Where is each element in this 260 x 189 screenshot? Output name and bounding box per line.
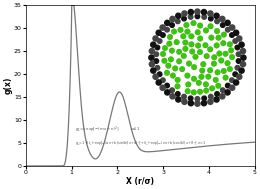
Text: $g_1\!=\!x\,\exp[-(m\,x+n)^2]$          $x\!\leq\!1$: $g_1\!=\!x\,\exp[-(m\,x+n)^2]$ $x\!\leq\… — [75, 125, 140, 136]
Text: $g_2\!=\!1\!+\!(t_1)^n\exp[-(a\,x\!+\!b\,|\sin(b)|\,x\!+\!d)^2]\!+\!(t_2)^n\exp[: $g_2\!=\!1\!+\!(t_1)^n\exp[-(a\,x\!+\!b\… — [75, 140, 206, 148]
X-axis label: X (r/σ): X (r/σ) — [126, 177, 154, 186]
Y-axis label: g(x): g(x) — [3, 77, 12, 94]
